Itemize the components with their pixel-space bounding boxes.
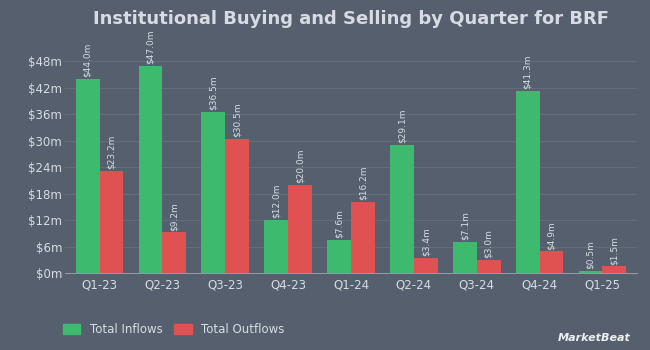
Bar xyxy=(226,139,249,273)
Bar xyxy=(414,258,437,273)
Bar xyxy=(265,220,288,273)
Text: $3.4m: $3.4m xyxy=(421,228,430,256)
Text: $12.0m: $12.0m xyxy=(272,184,281,218)
Bar xyxy=(138,66,162,273)
Text: $3.0m: $3.0m xyxy=(484,229,493,258)
Text: $1.5m: $1.5m xyxy=(610,236,619,265)
Text: $9.2m: $9.2m xyxy=(170,202,179,231)
Bar xyxy=(540,251,564,273)
Legend: Total Inflows, Total Outflows: Total Inflows, Total Outflows xyxy=(58,318,290,341)
Bar xyxy=(327,239,351,273)
Text: MarketBeat: MarketBeat xyxy=(558,333,630,343)
Text: $7.6m: $7.6m xyxy=(335,209,344,238)
Bar xyxy=(603,266,627,273)
Text: $20.0m: $20.0m xyxy=(296,149,305,183)
Bar xyxy=(453,242,476,273)
Bar xyxy=(515,91,540,273)
Text: $4.9m: $4.9m xyxy=(547,221,556,250)
Bar xyxy=(288,185,312,273)
Bar xyxy=(99,171,124,273)
Text: $16.2m: $16.2m xyxy=(358,165,367,200)
Bar xyxy=(578,271,603,273)
Bar xyxy=(476,260,500,273)
Bar xyxy=(351,202,375,273)
Text: $0.5m: $0.5m xyxy=(586,240,595,269)
Text: $44.0m: $44.0m xyxy=(83,43,92,77)
Text: $30.5m: $30.5m xyxy=(233,102,242,137)
Bar xyxy=(162,232,187,273)
Bar xyxy=(202,112,226,273)
Text: $29.1m: $29.1m xyxy=(397,108,406,143)
Text: $23.2m: $23.2m xyxy=(107,135,116,169)
Text: $36.5m: $36.5m xyxy=(209,76,218,110)
Text: $41.3m: $41.3m xyxy=(523,55,532,89)
Title: Institutional Buying and Selling by Quarter for BRF: Institutional Buying and Selling by Quar… xyxy=(93,10,609,28)
Text: $47.0m: $47.0m xyxy=(146,30,155,64)
Text: $7.1m: $7.1m xyxy=(460,211,469,240)
Bar xyxy=(390,145,414,273)
Bar xyxy=(75,79,99,273)
